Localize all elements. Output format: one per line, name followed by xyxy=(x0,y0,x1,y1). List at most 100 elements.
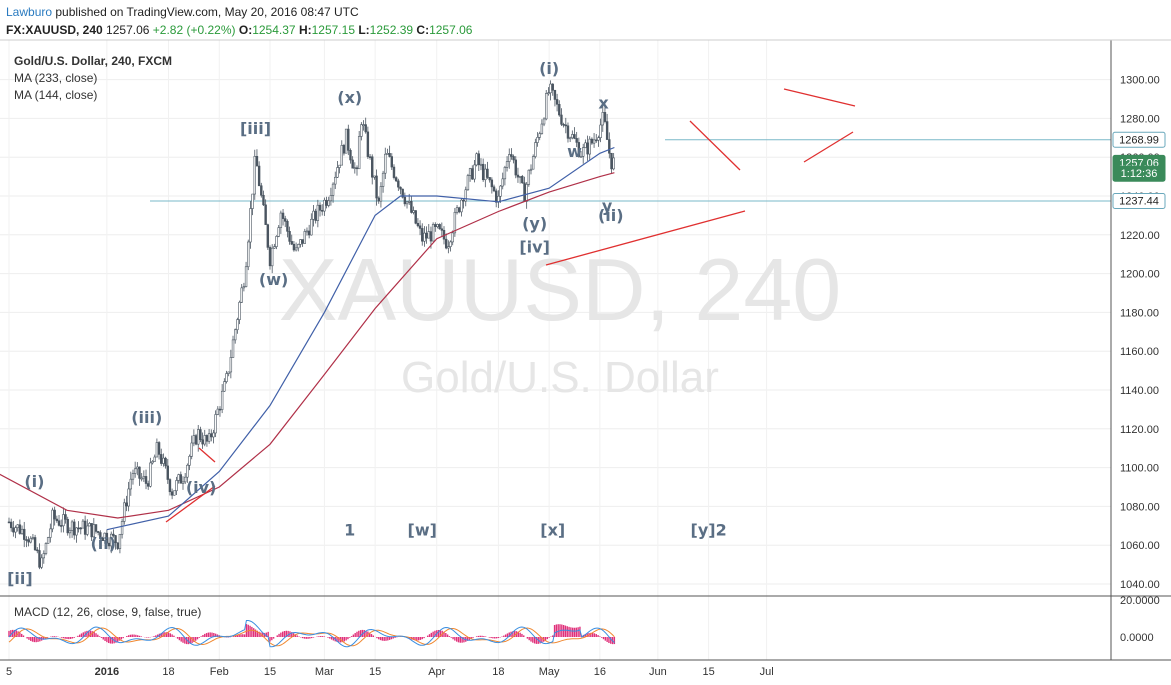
candle-body xyxy=(523,182,526,202)
candle-body xyxy=(314,210,317,221)
candle-body xyxy=(490,179,494,188)
candle-body xyxy=(612,157,615,170)
candle-body xyxy=(29,538,32,543)
legend-title: Gold/U.S. Dollar, 240, FXCM xyxy=(14,54,173,68)
candle-body xyxy=(397,180,400,188)
macd-signal-line xyxy=(8,627,615,647)
candle-body xyxy=(486,168,489,178)
candle-body xyxy=(186,464,189,478)
candle-body xyxy=(327,200,330,206)
watermark-name: Gold/U.S. Dollar xyxy=(401,353,719,402)
candle-body xyxy=(281,212,285,219)
wave-label: (x) xyxy=(337,88,362,107)
candle-body xyxy=(562,123,565,126)
candle-body xyxy=(305,230,309,233)
candle-body xyxy=(49,528,52,538)
candle-body xyxy=(66,519,69,534)
candle-body xyxy=(449,241,452,247)
candle-body xyxy=(94,524,98,532)
candle-body xyxy=(581,147,585,157)
candle-body xyxy=(181,481,185,484)
author-link[interactable]: Lawburo xyxy=(6,5,53,19)
candle-body xyxy=(468,168,472,176)
candle-body xyxy=(610,152,613,170)
candle-body xyxy=(401,188,404,198)
candle-body xyxy=(38,550,41,568)
candle-body xyxy=(220,390,224,410)
candle-body xyxy=(586,142,589,155)
candle-body xyxy=(307,230,311,236)
trendline[interactable] xyxy=(545,210,746,266)
x-tick-label: Mar xyxy=(315,666,334,678)
trendline[interactable] xyxy=(165,485,216,523)
candle-body xyxy=(547,92,550,95)
candle-body xyxy=(151,461,154,464)
x-tick-label: 5 xyxy=(6,666,12,678)
candle-body xyxy=(392,166,396,178)
x-tick-label: Apr xyxy=(428,666,445,678)
candle-body xyxy=(175,480,178,492)
candle-body xyxy=(595,139,598,142)
candle-body xyxy=(466,175,470,191)
candle-body xyxy=(12,527,15,533)
candle-body xyxy=(320,210,324,212)
candle-body xyxy=(492,186,496,192)
candle-body xyxy=(292,243,296,251)
trendline[interactable] xyxy=(783,88,856,107)
candle-body xyxy=(20,528,24,534)
candle-body xyxy=(236,319,239,331)
candle-body xyxy=(503,166,507,180)
trendline[interactable] xyxy=(689,120,741,171)
change: +2.82 (+0.22%) xyxy=(152,23,236,37)
candle-body xyxy=(57,520,61,526)
candle-body xyxy=(323,199,326,212)
candle-body xyxy=(264,204,267,225)
candle-body xyxy=(423,232,426,242)
candle-body xyxy=(512,156,515,161)
candle-body xyxy=(142,476,146,479)
candle-body xyxy=(477,153,480,166)
candle-body xyxy=(347,128,350,151)
trendline[interactable] xyxy=(803,131,854,163)
candle-body xyxy=(55,518,59,522)
macd-tick-top: 20.0000 xyxy=(1120,595,1160,607)
candle-body xyxy=(521,176,524,184)
trendline[interactable] xyxy=(198,447,216,463)
candle-body xyxy=(418,225,422,229)
candle-body xyxy=(453,211,457,234)
candle-body xyxy=(375,175,378,199)
legend-ma233[interactable]: MA (233, close) xyxy=(14,71,98,85)
candle-body xyxy=(127,488,130,507)
candle-body xyxy=(266,224,270,248)
price-tag-text: 1237.44 xyxy=(1119,195,1159,207)
candle-body xyxy=(603,112,607,122)
candle-body xyxy=(303,231,306,244)
legend-ma144[interactable]: MA (144, close) xyxy=(14,88,98,102)
wave-label: 1 xyxy=(344,521,355,540)
candle-body xyxy=(107,542,111,547)
candle-body xyxy=(101,537,104,541)
candle-body xyxy=(288,231,291,242)
x-tick-label: May xyxy=(539,666,560,678)
horizontal-lines[interactable] xyxy=(150,139,1111,202)
candle-body xyxy=(99,532,102,539)
candle-body xyxy=(14,527,17,533)
candle-body xyxy=(425,232,428,239)
candle-body xyxy=(83,520,87,535)
candle-body xyxy=(207,433,211,442)
candle-body xyxy=(601,112,604,126)
trendlines[interactable] xyxy=(165,88,856,523)
macd-tick-zero: 0.0000 xyxy=(1120,632,1154,644)
candle-body xyxy=(177,474,180,481)
candle-body xyxy=(566,125,570,139)
candle-body xyxy=(42,553,46,559)
candle-body xyxy=(59,525,63,527)
candle-body xyxy=(253,156,256,195)
close-label: C: xyxy=(416,23,430,37)
candle-body xyxy=(451,232,454,243)
candle-body xyxy=(73,521,76,536)
candle-body xyxy=(275,236,278,247)
candle-body xyxy=(499,185,502,197)
candle-body xyxy=(155,442,159,458)
